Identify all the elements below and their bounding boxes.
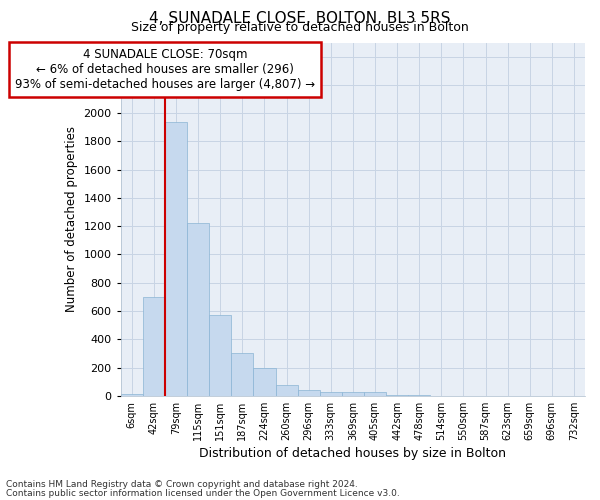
Bar	[342, 392, 364, 396]
Text: Contains HM Land Registry data © Crown copyright and database right 2024.: Contains HM Land Registry data © Crown c…	[6, 480, 358, 489]
Bar	[187, 222, 209, 396]
Bar	[209, 314, 232, 396]
Bar	[232, 352, 253, 396]
Bar	[253, 368, 275, 396]
Bar	[165, 122, 187, 396]
Bar	[275, 384, 298, 396]
Y-axis label: Number of detached properties: Number of detached properties	[65, 126, 78, 312]
Bar	[364, 392, 386, 396]
Text: 4, SUNADALE CLOSE, BOLTON, BL3 5RS: 4, SUNADALE CLOSE, BOLTON, BL3 5RS	[149, 11, 451, 26]
Text: Contains public sector information licensed under the Open Government Licence v3: Contains public sector information licen…	[6, 488, 400, 498]
Text: Size of property relative to detached houses in Bolton: Size of property relative to detached ho…	[131, 22, 469, 35]
X-axis label: Distribution of detached houses by size in Bolton: Distribution of detached houses by size …	[199, 447, 506, 460]
Bar	[121, 394, 143, 396]
Bar	[143, 297, 165, 396]
Bar	[298, 390, 320, 396]
Bar	[386, 395, 408, 396]
Text: 4 SUNADALE CLOSE: 70sqm
← 6% of detached houses are smaller (296)
93% of semi-de: 4 SUNADALE CLOSE: 70sqm ← 6% of detached…	[15, 48, 315, 91]
Bar	[320, 392, 342, 396]
